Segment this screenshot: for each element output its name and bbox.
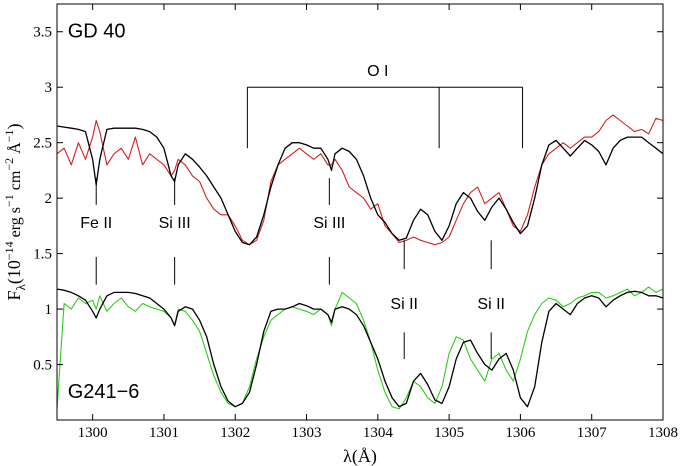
y-tick-label: 3.5 [33,25,52,41]
x-tick-label: 1308 [648,425,678,441]
y-label-exp1: −14 [2,241,16,260]
y-tick-label: 1 [45,302,53,318]
spectrum-line-0 [56,114,664,246]
y-label-sym: F [4,290,24,300]
spectrum-line-2 [56,286,664,410]
y-label-mid1: erg s [7,207,24,237]
x-tick-label: 1305 [434,425,464,441]
x-tick-label: 1307 [577,425,608,441]
y-tick-label: 2.5 [33,136,52,152]
line-id-label-1: Si III [159,215,191,232]
x-axis-label: λ(Å) [343,446,377,466]
star-name-1: G241−6 [68,381,140,403]
series-layer [56,114,664,410]
y-label-mid2: cm [7,170,24,194]
annotation-layer: GD 40 G241−6 O I Fe II Si III Si III Si II Si I… [68,20,524,403]
spectrum-line-1 [56,125,664,246]
star-name-0: GD 40 [68,20,126,42]
y-label-post: ) [4,124,25,130]
y-tick-label: 3 [45,80,53,96]
spectrum-line-3 [56,288,664,408]
ticks-layer: 1300 1301 1302 1303 1304 1305 1306 1307 1308 0.5 1… [33,4,678,441]
x-tick-label: 1301 [149,425,179,441]
oi-label: O I [367,63,388,80]
x-tick-label: 1302 [220,425,250,441]
x-tick-label: 1306 [505,425,536,441]
line-id-label-4: Si II [477,296,505,313]
y-label-exp4: −1 [2,130,16,143]
line-id-label-3: Si II [390,296,418,313]
y-label-sub: λ [13,283,28,290]
x-tick-label: 1300 [78,425,108,441]
y-label-mid3: Å [6,142,24,158]
y-label-exp2: −1 [2,194,16,207]
y-label-pre: (10 [4,260,25,284]
y-label-exp3: −2 [2,158,16,171]
y-axis-label: Fλ(10−14erg s−1 cm−2 Å−1) [2,124,28,301]
y-tick-label: 1.5 [33,247,52,263]
line-id-label-0: Fe II [80,215,112,232]
y-tick-label: 2 [45,191,53,207]
line-id-label-2: Si III [313,215,345,232]
y-tick-label: 0.5 [33,358,52,374]
plot-frame [56,3,664,421]
x-tick-label: 1303 [292,425,322,441]
x-tick-label: 1304 [363,425,394,441]
